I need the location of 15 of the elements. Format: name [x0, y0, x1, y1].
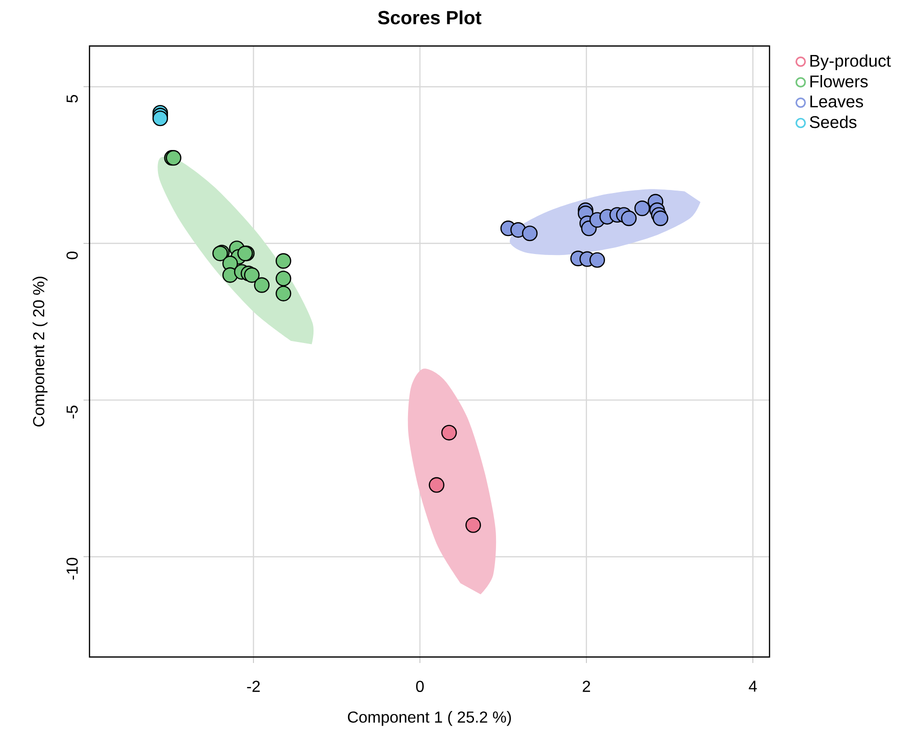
- x-tick-label: 2: [582, 680, 590, 692]
- chart-title: Scores Plot: [378, 10, 482, 24]
- y-tick-label: 5: [66, 94, 78, 103]
- x-tick-label: 4: [748, 680, 757, 692]
- x-axis-title: Component 1 ( 25.2 %): [348, 711, 511, 726]
- legend-label: Leaves: [810, 96, 864, 108]
- x-tick-label: -2: [247, 680, 260, 692]
- legend-label: By-product: [810, 54, 891, 70]
- legend-label: Seeds: [810, 116, 856, 128]
- x-tick-label: 0: [416, 680, 424, 692]
- y-tick-label: -10: [66, 558, 78, 580]
- legend-label: Flowers: [810, 75, 868, 88]
- y-tick-label: 0: [66, 252, 78, 260]
- y-tick-label: -5: [66, 406, 78, 418]
- y-axis-title: Component 2 ( 20 %): [32, 276, 48, 426]
